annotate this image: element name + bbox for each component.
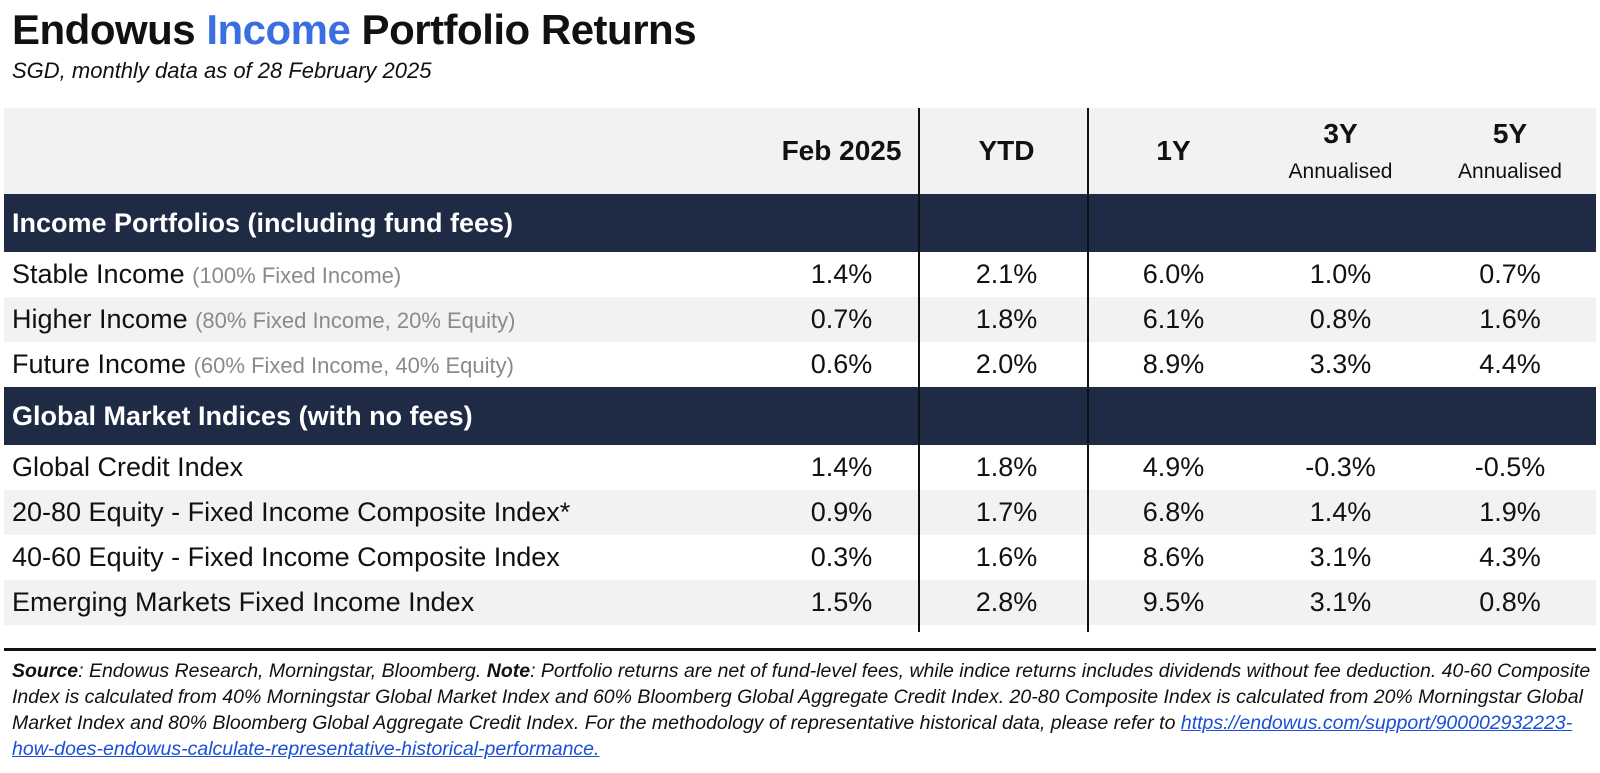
row-label: Higher Income (80% Fixed Income, 20% Equ… — [4, 304, 760, 335]
column-header-sub: Annualised — [1288, 160, 1393, 183]
title-accent: Income — [206, 6, 351, 53]
note-text: : Portfolio returns are net of fund-leve… — [12, 660, 1591, 734]
cell-1y: 6.8% — [1142, 497, 1205, 527]
cell-1y: 9.5% — [1142, 587, 1205, 617]
table-row: Higher Income (80% Fixed Income, 20% Equ… — [4, 297, 1596, 342]
table-row: Emerging Markets Fixed Income Index 1.5%… — [4, 580, 1596, 625]
row-name: Future Income — [12, 349, 187, 379]
methodology-link[interactable]: https://endowus.com/support/900002932223… — [12, 712, 1573, 760]
cell-5y: 4.3% — [1479, 542, 1541, 572]
row-note: (60% Fixed Income, 40% Equity) — [193, 353, 514, 378]
cell-1y: 4.9% — [1142, 452, 1205, 482]
note-label: Note — [486, 660, 531, 682]
title-part1: Endowus — [12, 6, 207, 53]
row-name: Global Credit Index — [12, 452, 244, 482]
table-row: Global Credit Index 1.4% 1.8% 4.9% -0.3%… — [4, 445, 1596, 490]
title-part2: Portfolio Returns — [350, 6, 697, 53]
cell-feb: 1.5% — [810, 587, 873, 617]
cell-5y: 0.7% — [1479, 259, 1541, 289]
row-name: 20-80 Equity - Fixed Income Composite In… — [12, 497, 571, 527]
column-header-3y: 3Y Annualised — [1257, 108, 1424, 194]
cell-5y: 1.6% — [1479, 304, 1541, 334]
table-row: 40-60 Equity - Fixed Income Composite In… — [4, 535, 1596, 580]
table-row: Stable Income (100% Fixed Income) 1.4% 2… — [4, 252, 1596, 297]
source-text: : Endowus Research, Morningstar, Bloombe… — [78, 660, 487, 682]
column-header-sub: Annualised — [1458, 160, 1562, 183]
cell-3y: 3.1% — [1309, 587, 1372, 617]
cell-1y: 8.6% — [1142, 542, 1205, 572]
row-name: Higher Income — [12, 304, 188, 334]
cell-feb: 1.4% — [810, 452, 873, 482]
row-label: 20-80 Equity - Fixed Income Composite In… — [4, 497, 760, 528]
column-header-5y: 5Y Annualised — [1424, 108, 1596, 194]
column-divider — [918, 108, 920, 632]
row-label: Stable Income (100% Fixed Income) — [4, 259, 760, 290]
cell-ytd: 1.8% — [975, 452, 1038, 482]
column-divider — [1087, 108, 1089, 632]
table-header-row: Feb 2025 YTD 1Y 3Y Annualised 5Y Annualise… — [4, 108, 1596, 194]
column-header-label: Feb 2025 — [781, 135, 902, 166]
page-subtitle: SGD, monthly data as of 28 February 2025 — [12, 58, 432, 83]
footer-note: Source: Endowus Research, Morningstar, B… — [12, 658, 1592, 762]
cell-5y: 0.8% — [1479, 587, 1541, 617]
cell-ytd: 2.8% — [975, 587, 1038, 617]
table-row: Future Income (60% Fixed Income, 40% Equ… — [4, 342, 1596, 387]
cell-ytd: 2.1% — [975, 259, 1038, 289]
column-header-label: 5Y — [1492, 118, 1528, 149]
column-header-1y: 1Y — [1090, 108, 1257, 194]
row-name: Emerging Markets Fixed Income Index — [12, 587, 475, 617]
row-label: Emerging Markets Fixed Income Index — [4, 587, 760, 618]
cell-3y: 1.4% — [1309, 497, 1372, 527]
cell-feb: 0.3% — [810, 542, 873, 572]
cell-3y: -0.3% — [1305, 452, 1376, 482]
footer-divider — [4, 648, 1596, 651]
row-note: (100% Fixed Income) — [192, 263, 402, 288]
column-header-label: YTD — [978, 135, 1035, 166]
section-header-income-portfolios: Income Portfolios (including fund fees) — [4, 194, 1596, 252]
cell-feb: 0.7% — [810, 304, 873, 334]
returns-table: Feb 2025 YTD 1Y 3Y Annualised 5Y Annualise… — [4, 108, 1596, 625]
table-row: 20-80 Equity - Fixed Income Composite In… — [4, 490, 1596, 535]
cell-5y: -0.5% — [1474, 452, 1546, 482]
cell-3y: 0.8% — [1309, 304, 1372, 334]
cell-1y: 6.1% — [1142, 304, 1205, 334]
cell-3y: 3.1% — [1309, 542, 1372, 572]
column-header-ytd: YTD — [923, 108, 1090, 194]
cell-3y: 3.3% — [1309, 349, 1372, 379]
cell-5y: 1.9% — [1479, 497, 1541, 527]
column-header-feb: Feb 2025 — [760, 108, 923, 194]
cell-1y: 8.9% — [1142, 349, 1205, 379]
row-label: 40-60 Equity - Fixed Income Composite In… — [4, 542, 760, 573]
cell-feb: 0.9% — [810, 497, 873, 527]
row-name: 40-60 Equity - Fixed Income Composite In… — [12, 542, 560, 572]
section-header-global-indices: Global Market Indices (with no fees) — [4, 387, 1596, 445]
section-heading: Income Portfolios (including fund fees) — [12, 207, 514, 238]
cell-ytd: 1.6% — [975, 542, 1038, 572]
cell-1y: 6.0% — [1142, 259, 1205, 289]
column-header-label: 1Y — [1156, 135, 1191, 166]
cell-feb: 0.6% — [810, 349, 873, 379]
column-header-label: 3Y — [1323, 118, 1358, 149]
source-label: Source — [12, 660, 79, 682]
cell-3y: 1.0% — [1309, 259, 1372, 289]
row-label: Global Credit Index — [4, 452, 760, 483]
cell-ytd: 1.8% — [975, 304, 1038, 334]
page-title: Endowus Income Portfolio Returns — [12, 6, 697, 54]
cell-ytd: 2.0% — [975, 349, 1038, 379]
row-name: Stable Income — [12, 259, 185, 289]
section-heading: Global Market Indices (with no fees) — [12, 400, 473, 431]
cell-feb: 1.4% — [810, 259, 873, 289]
cell-ytd: 1.7% — [975, 497, 1038, 527]
row-label: Future Income (60% Fixed Income, 40% Equ… — [4, 349, 760, 380]
row-note: (80% Fixed Income, 20% Equity) — [195, 308, 516, 333]
cell-5y: 4.4% — [1479, 349, 1541, 379]
